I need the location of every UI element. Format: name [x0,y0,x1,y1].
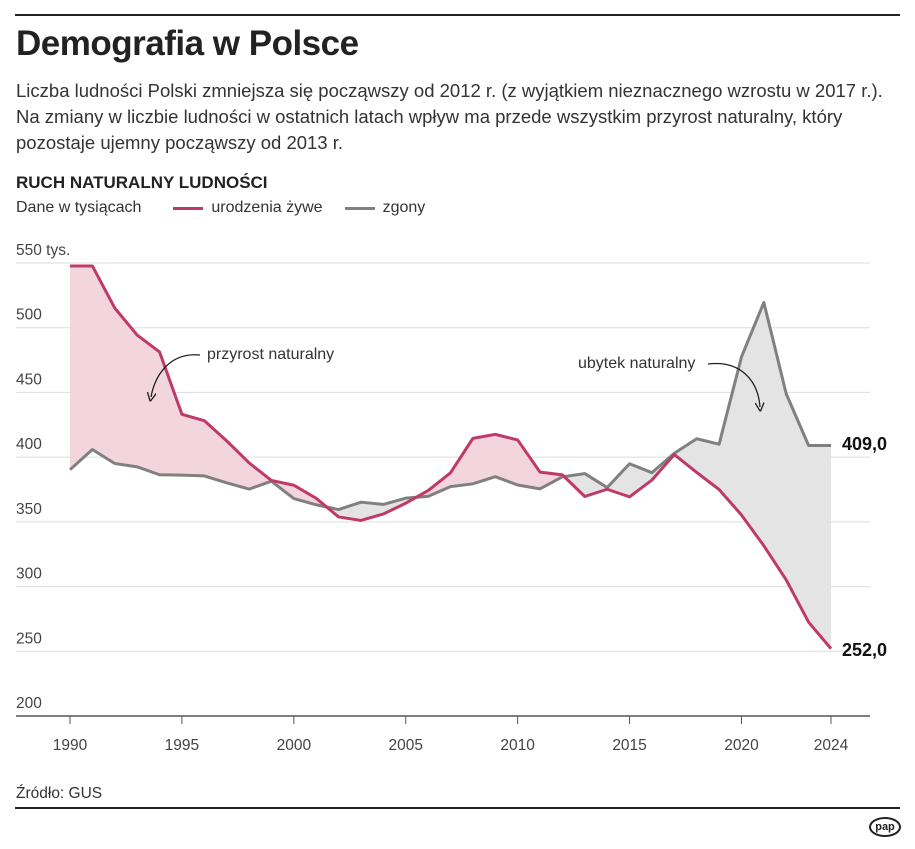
x-tick-label: 2005 [388,737,422,754]
bottom-rule [15,807,900,809]
y-tick-label: 300 [16,566,42,583]
y-tick-label: 350 [16,501,42,518]
x-tick-label: 2015 [612,737,646,754]
x-tick-label: 2010 [500,737,535,754]
pap-logo: pap [869,817,901,837]
lead-text: Liczba ludności Polski zmniejsza się poc… [16,80,883,153]
page-title: Demografia w Polsce [16,24,359,63]
legend-swatch-deaths [344,206,375,210]
top-rule [15,14,900,16]
annotation-arrow-deficit [707,362,760,407]
y-tick-label: 450 [16,371,42,388]
annotation-surplus: przyrost naturalny [207,346,334,363]
legend-swatch-births [173,206,204,210]
chart-subtitle: Dane w tysiącach [16,199,142,216]
y-tick-label: 250 [16,630,42,647]
legend: Dane w tysiącach urodzenia żywe zgony [16,199,425,217]
y-tick-label: 550 tys. [16,242,70,259]
annotation-deficit: ubytek naturalny [578,355,695,372]
end-label-births: 252,0 [842,640,887,660]
deaths-line [68,300,831,512]
x-tick-label: 2024 [814,737,849,754]
annotation-arrow-surplus [151,354,201,397]
x-tick-label: 1995 [165,737,199,754]
x-tick-label: 2000 [277,737,312,754]
y-tick-label: 400 [16,436,42,453]
chart-title: RUCH NATURALNY LUDNOŚCI [16,173,268,192]
y-tick-label: 500 [16,307,42,324]
end-label-deaths: 409,0 [842,434,887,454]
legend-deaths: zgony [382,199,426,216]
x-tick-label: 2020 [724,737,759,754]
source: Źródło: GUS [16,785,103,802]
births-line [70,264,833,650]
y-tick-label: 200 [16,695,42,712]
x-tick-label: 1990 [53,737,88,754]
legend-births: urodzenia żywe [211,199,323,216]
